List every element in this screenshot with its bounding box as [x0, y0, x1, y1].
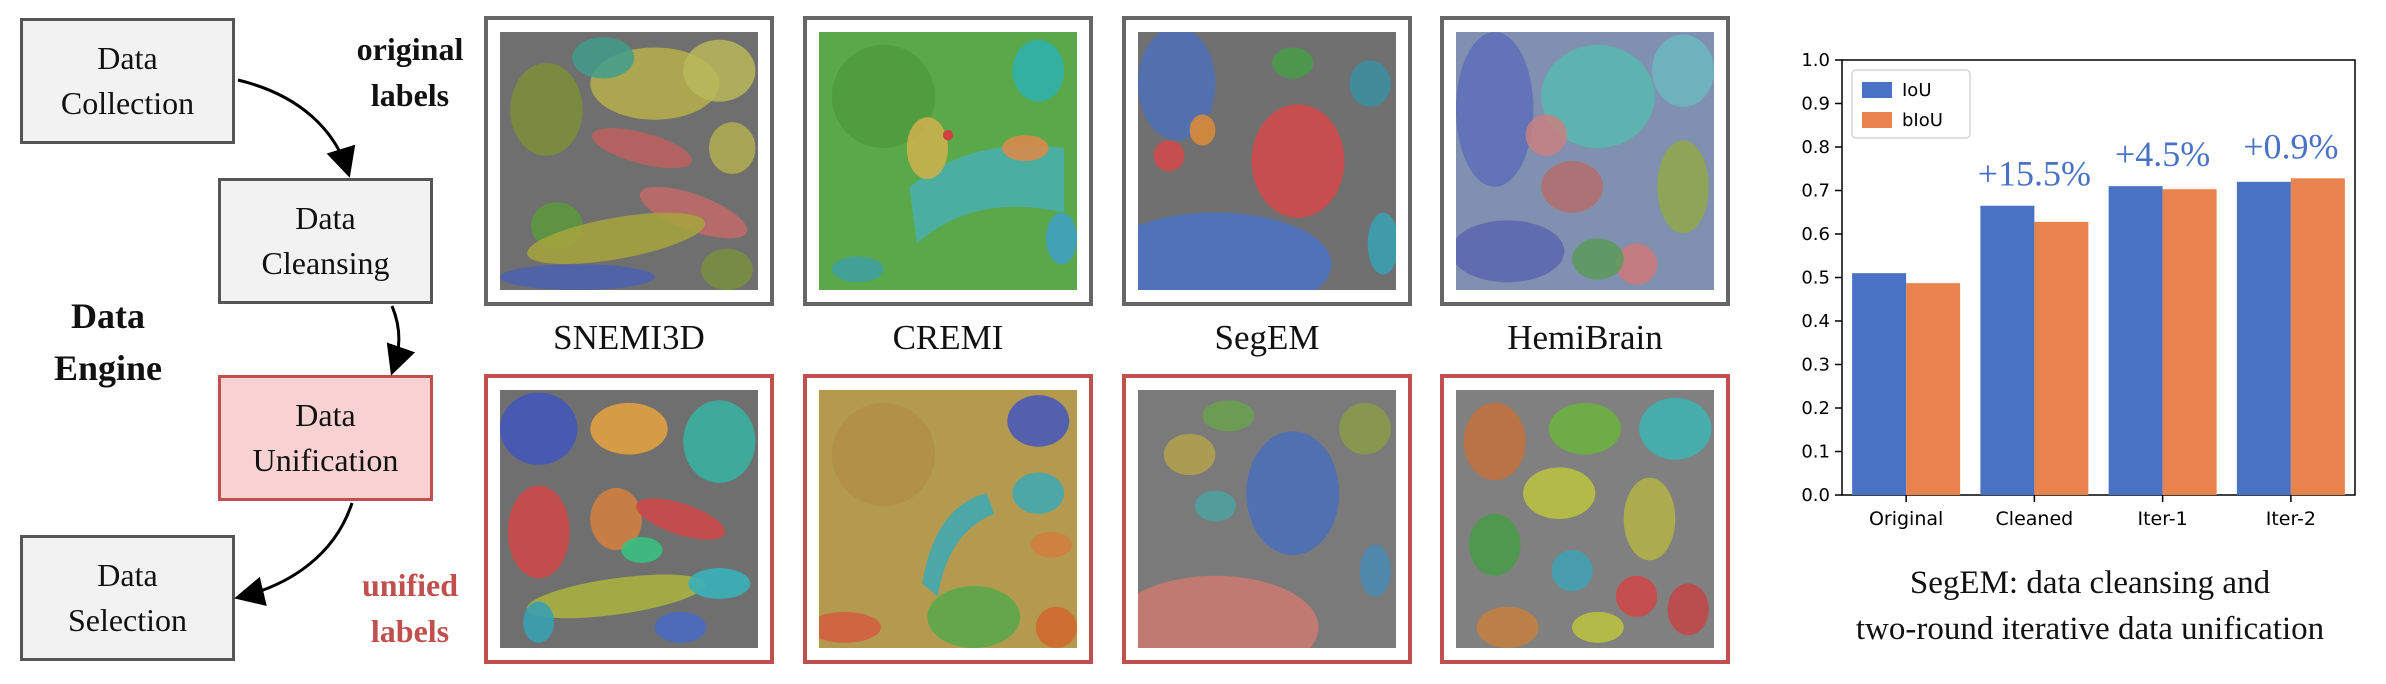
original-labels-label: original labels [345, 26, 475, 118]
tile-snemi3d-original [484, 16, 774, 306]
tile-cremi-original [803, 16, 1093, 306]
bar-biou [1906, 283, 1961, 495]
caption-line1: SegEM: data cleansing and [1909, 565, 2271, 601]
step-data-unification: Data Unification [218, 375, 433, 501]
y-tick-label: 0.7 [1801, 181, 1830, 202]
y-tick-label: 0.8 [1801, 137, 1830, 158]
step-label-line1: Data [97, 40, 158, 76]
y-tick-label: 0.9 [1801, 94, 1830, 115]
segmentation-image [1138, 32, 1396, 290]
bar-biou [2162, 189, 2217, 495]
original-label-line2: labels [370, 77, 450, 113]
tile-segem-original [1122, 16, 1412, 306]
engine-title-line2: Engine [53, 348, 163, 388]
legend-label: bIoU [1902, 110, 1943, 131]
tile-hemibrain-unified [1440, 374, 1730, 664]
y-tick-label: 0.0 [1801, 485, 1830, 506]
step-data-selection: Data Selection [20, 535, 235, 661]
step-data-cleansing: Data Cleansing [218, 178, 433, 304]
y-tick-label: 1.0 [1801, 50, 1830, 71]
segmentation-image [819, 390, 1077, 648]
legend-swatch [1862, 82, 1892, 98]
step-label-line1: Data [295, 200, 356, 236]
x-tick-label: Original [1869, 508, 1943, 530]
step-label-line2: Selection [67, 602, 188, 638]
segmentation-image [500, 390, 758, 648]
unified-label-line1: unified [361, 567, 459, 603]
x-tick-label: Iter-2 [2266, 508, 2316, 530]
x-tick-label: Iter-1 [2137, 508, 2187, 530]
bar-chart: 0.0 0.1 0.2 0.3 0.4 0.5 0.6 0.7 0.8 0.9 1.0 Origina… [1801, 50, 2356, 530]
arrow-collection-to-cleansing [237, 78, 356, 178]
x-tick-label: Cleaned [1996, 508, 2074, 530]
segmentation-image [1456, 32, 1714, 290]
y-tick-label: 0.4 [1801, 311, 1830, 332]
legend-swatch [1862, 112, 1892, 128]
arrow-cleansing-to-unification [386, 305, 416, 376]
dataset-name-cremi: CREMI [892, 318, 1004, 357]
step-data-collection: Data Collection [20, 18, 235, 144]
dataset-name-segem: SegEM [1214, 318, 1320, 357]
step-label-line2: Unification [252, 442, 399, 478]
original-label-line1: original [356, 31, 464, 67]
bar-iou [1852, 273, 1907, 495]
tile-snemi3d-unified [484, 374, 774, 664]
segmentation-image [1456, 390, 1714, 648]
y-tick-label: 0.6 [1801, 224, 1830, 245]
step-label-line2: Collection [60, 85, 195, 121]
gain-annotation: +0.9% [2243, 126, 2338, 166]
bar-iou [2108, 186, 2163, 495]
unified-labels-label: unified labels [345, 562, 475, 654]
engine-title-line1: Data [71, 296, 145, 336]
gain-annotation: +4.5% [2115, 134, 2210, 174]
data-engine-title: Data Engine [48, 290, 168, 394]
flow-arrows [234, 78, 416, 606]
step-label-line1: Data [295, 397, 356, 433]
arrow-unification-to-selection [234, 502, 354, 606]
bar-biou [2290, 178, 2345, 495]
gain-annotation: +15.5% [1978, 154, 2091, 194]
y-tick-label: 0.1 [1801, 442, 1830, 463]
dataset-name-snemi3d: SNEMI3D [553, 318, 705, 357]
y-tick-label: 0.5 [1801, 268, 1830, 289]
tile-segem-unified [1122, 374, 1412, 664]
step-label-line2: Cleansing [261, 245, 390, 281]
y-tick-label: 0.3 [1801, 355, 1830, 376]
tile-cremi-unified [803, 374, 1093, 664]
bar-iou [2236, 181, 2291, 496]
segmentation-image [819, 32, 1077, 290]
bar-biou [2034, 221, 2089, 495]
segmentation-image [1138, 390, 1396, 648]
unified-label-line2: labels [370, 613, 450, 649]
step-label-line1: Data [97, 557, 158, 593]
legend-label: IoU [1902, 80, 1932, 101]
chart-caption: SegEM: data cleansing and two-round iter… [1800, 560, 2380, 652]
tile-hemibrain-original [1440, 16, 1730, 306]
y-tick-label: 0.2 [1801, 398, 1830, 419]
caption-line2: two-round iterative data unification [1855, 611, 2325, 647]
dataset-name-hemibrain: HemiBrain [1507, 318, 1663, 357]
bar-iou [1980, 205, 2035, 495]
segmentation-image [500, 32, 758, 290]
